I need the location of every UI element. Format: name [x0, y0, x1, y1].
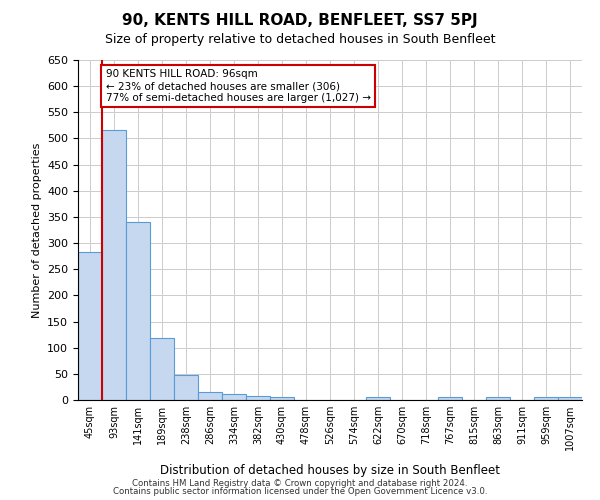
- Bar: [246, 396, 270, 400]
- Bar: [102, 130, 126, 400]
- Bar: [150, 338, 174, 400]
- Bar: [270, 398, 294, 400]
- Text: 90, KENTS HILL ROAD, BENFLEET, SS7 5PJ: 90, KENTS HILL ROAD, BENFLEET, SS7 5PJ: [122, 12, 478, 28]
- Bar: [558, 398, 582, 400]
- Bar: [222, 394, 246, 400]
- Bar: [174, 375, 198, 400]
- Bar: [486, 398, 510, 400]
- Bar: [438, 398, 462, 400]
- Bar: [366, 398, 390, 400]
- Bar: [78, 252, 102, 400]
- Text: 90 KENTS HILL ROAD: 96sqm
← 23% of detached houses are smaller (306)
77% of semi: 90 KENTS HILL ROAD: 96sqm ← 23% of detac…: [106, 70, 371, 102]
- Bar: [198, 392, 222, 400]
- Text: Contains public sector information licensed under the Open Government Licence v3: Contains public sector information licen…: [113, 487, 487, 496]
- Y-axis label: Number of detached properties: Number of detached properties: [32, 142, 41, 318]
- Bar: [534, 398, 558, 400]
- Text: Size of property relative to detached houses in South Benfleet: Size of property relative to detached ho…: [105, 32, 495, 46]
- X-axis label: Distribution of detached houses by size in South Benfleet: Distribution of detached houses by size …: [160, 464, 500, 477]
- Text: Contains HM Land Registry data © Crown copyright and database right 2024.: Contains HM Land Registry data © Crown c…: [132, 478, 468, 488]
- Bar: [126, 222, 150, 400]
